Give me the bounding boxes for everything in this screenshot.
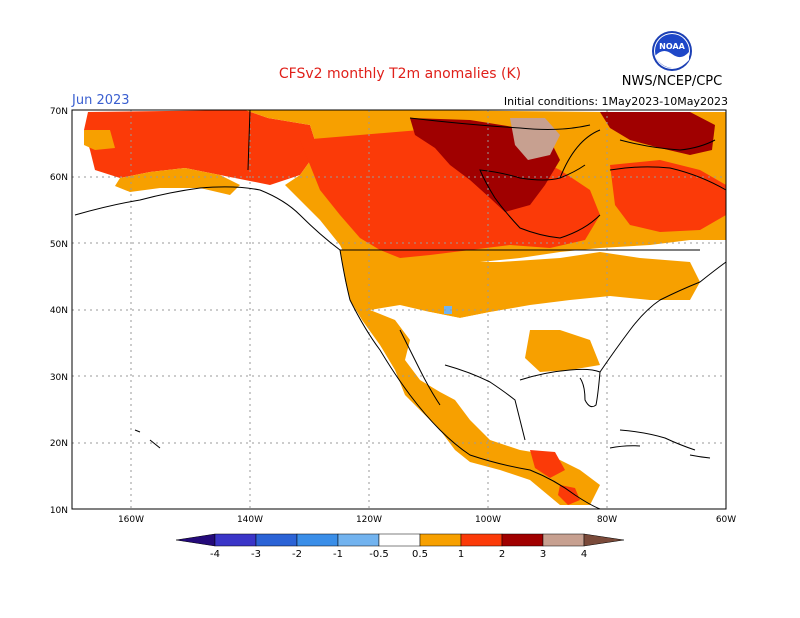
colorbar-label: 2 [499,549,505,560]
lon-label: 80W [597,515,617,525]
colorbar-label: 4 [581,549,587,560]
anomaly-region-mexico-red [530,450,565,478]
colorbar-arrow-warm [583,533,625,547]
gridlines [72,110,726,509]
lat-label: 50N [50,240,68,250]
anomaly-region-cool-spot [444,306,452,314]
lat-label: 20N [50,439,68,449]
lat-label: 10N [50,506,68,516]
map-title: CFSv2 monthly T2m anomalies (K) [278,66,522,82]
colorbar-label: -1 [333,549,343,560]
colorbar-arrow-cold [175,533,216,547]
anomaly-region-us-interior-neutral [430,308,530,385]
colorbar-label: -4 [210,549,220,560]
colorbar-segment [255,533,298,547]
lon-label: 60W [716,515,736,525]
agency-label: NWS/NCEP/CPC [621,74,723,89]
colorbar-label: 0.5 [412,549,428,560]
noaa-logo-icon: NOAA [652,31,692,71]
noaa-logo-text: NOAA [659,42,685,51]
initial-conditions: Initial conditions: 1May2023-10May2023 [503,95,728,108]
anomaly-region-gulf [520,330,600,372]
colorbar-segment [460,533,503,547]
anomaly-region-alaska-west [84,130,115,150]
lat-label: 70N [50,107,68,117]
lat-axis: 70N 60N 50N 40N 30N 20N 10N [50,107,68,516]
colorbar-label: 3 [540,549,546,560]
colorbar-segment [542,533,585,547]
colorbar-segment [419,533,462,547]
lat-label: 60N [50,173,68,183]
colorbar-label: -3 [251,549,261,560]
lon-label: 160W [118,515,144,525]
anomaly-region-alaska [84,110,318,185]
forecast-month: Jun 2023 [72,93,130,108]
anomaly-region-alaska-south [115,168,240,195]
lat-label: 40N [50,306,68,316]
colorbar-segment [378,533,421,547]
lon-axis: 160W 140W 120W 100W 80W 60W [118,515,736,525]
colorbar-label: -0.5 [369,549,389,560]
anomaly-region-labrador-red [610,160,726,232]
coastlines [74,109,727,510]
colorbar-segment [337,533,380,547]
colorbar-segment [501,533,544,547]
map-frame [71,109,727,510]
anomaly-region-us-north [340,250,700,318]
colorbar: -4 -3 -2 -1 -0.5 0.5 1 2 3 4 [175,533,625,560]
colorbar-label: -2 [292,549,302,560]
colorbar-segment [214,533,257,547]
lon-label: 100W [475,515,501,525]
anomaly-region-centralam-red [558,485,580,505]
anomaly-region-baffin-darkred [600,112,715,155]
anomaly-fields [84,110,726,505]
lat-label: 30N [50,373,68,383]
colorbar-segment [296,533,339,547]
anomaly-region-us-west [345,280,600,505]
lon-label: 120W [356,515,382,525]
lon-label: 140W [237,515,263,525]
colorbar-label: 1 [458,549,464,560]
